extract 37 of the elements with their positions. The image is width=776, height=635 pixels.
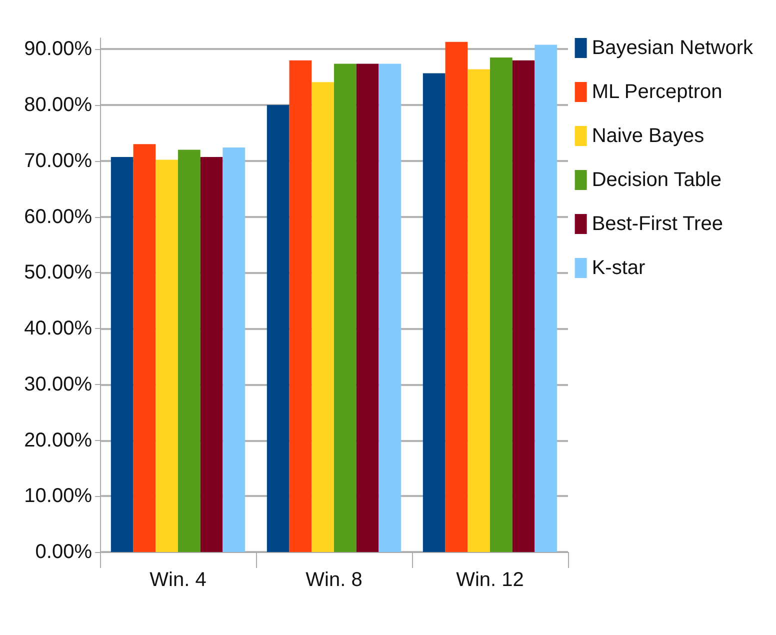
y-tick-label: 70.00%	[24, 150, 92, 172]
bar	[222, 148, 246, 552]
bar	[266, 105, 290, 552]
bar	[468, 69, 490, 552]
bar	[178, 150, 200, 552]
y-tick-label: 60.00%	[24, 206, 92, 228]
bar	[110, 157, 134, 552]
x-tick-label: Win. 4	[150, 569, 206, 591]
bar	[422, 73, 446, 552]
bar	[200, 157, 223, 552]
bar	[156, 160, 178, 552]
y-tick-label: 30.00%	[24, 373, 92, 396]
y-tick-label: 10.00%	[24, 485, 92, 508]
y-tick-label: 20.00%	[24, 429, 92, 452]
bar	[534, 44, 558, 552]
x-tick-label: Win. 12	[456, 569, 524, 591]
y-tick-label: 90.00%	[24, 38, 92, 60]
legend-label: ML Perceptron	[592, 81, 722, 103]
bar	[356, 64, 379, 552]
legend-label: K-star	[592, 257, 646, 279]
bar	[334, 64, 356, 552]
bar	[312, 82, 334, 552]
legend-label: Best-First Tree	[592, 213, 723, 235]
bar	[512, 60, 535, 552]
y-tick-label: 50.00%	[24, 262, 92, 284]
x-tick-label: Win. 8	[306, 569, 362, 591]
bar	[490, 58, 512, 552]
bar	[445, 42, 468, 552]
legend-label: Decision Table	[592, 169, 722, 191]
bar	[378, 64, 402, 552]
y-tick-label: 0.00%	[35, 541, 92, 563]
legend-label: Bayesian Network	[592, 37, 754, 59]
y-tick-label: 80.00%	[24, 94, 92, 116]
bar	[289, 60, 312, 552]
legend-label: Naive Bayes	[592, 125, 704, 147]
bar	[133, 144, 156, 552]
y-tick-label: 40.00%	[24, 318, 92, 340]
